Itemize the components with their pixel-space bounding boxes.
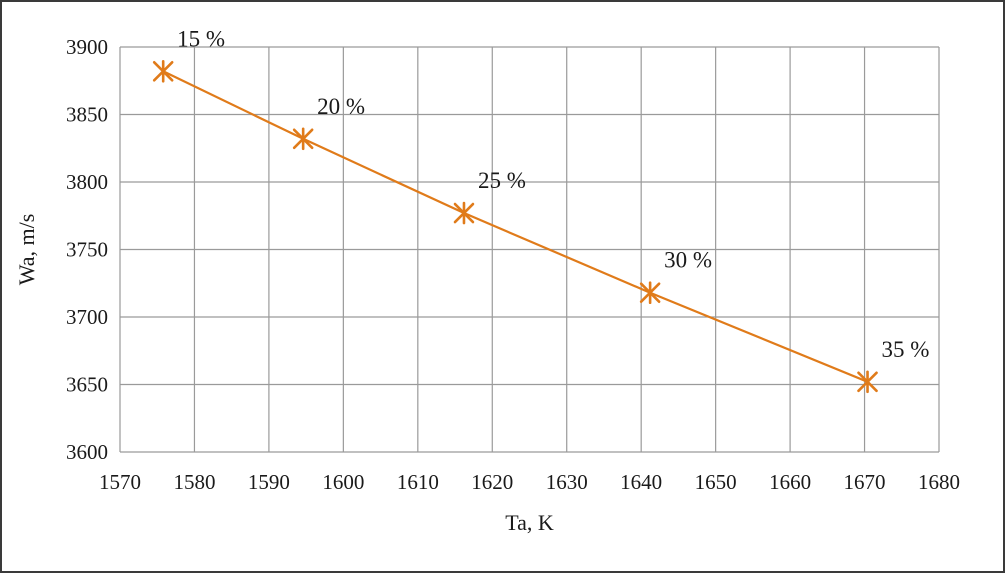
y-tick-label: 3900 xyxy=(66,35,108,59)
data-point-marker xyxy=(639,281,661,305)
x-tick-label: 1650 xyxy=(695,470,737,494)
x-tick-label: 1570 xyxy=(99,470,141,494)
x-tick-label: 1670 xyxy=(844,470,886,494)
x-tick-labels: 1570 1580 1590 1600 1610 1620 1630 1640 1650 1660… xyxy=(99,470,960,494)
data-point-marker xyxy=(453,201,475,225)
x-tick-label: 1640 xyxy=(620,470,662,494)
y-tick-label: 3600 xyxy=(66,440,108,464)
data-point-marker xyxy=(857,370,878,394)
y-tick-label: 3850 xyxy=(66,103,108,127)
data-point-marker xyxy=(152,59,174,83)
y-tick-label: 3800 xyxy=(66,170,108,194)
data-point-marker xyxy=(292,127,314,151)
point-labels: 15 % 20 % 25 % 30 % 35 % xyxy=(177,26,930,362)
x-axis-label: Ta, K xyxy=(505,510,554,535)
y-tick-label: 3700 xyxy=(66,305,108,329)
data-series xyxy=(152,59,878,394)
y-tick-labels: 3600 3650 3700 3750 3800 3850 3900 xyxy=(66,35,108,464)
point-label: 35 % xyxy=(882,337,930,362)
point-label: 20 % xyxy=(317,94,365,119)
grid-lines xyxy=(119,46,940,453)
x-tick-label: 1580 xyxy=(173,470,215,494)
y-tick-label: 3650 xyxy=(66,373,108,397)
x-tick-label: 1620 xyxy=(471,470,513,494)
x-tick-label: 1680 xyxy=(918,470,960,494)
x-tick-label: 1610 xyxy=(397,470,439,494)
x-tick-label: 1590 xyxy=(248,470,290,494)
y-axis-label: Wa, m/s xyxy=(14,214,39,286)
x-tick-label: 1660 xyxy=(769,470,811,494)
point-label: 30 % xyxy=(664,248,712,273)
point-label: 15 % xyxy=(177,26,225,51)
x-tick-label: 1630 xyxy=(546,470,588,494)
y-tick-label: 3750 xyxy=(66,238,108,262)
x-tick-label: 1600 xyxy=(322,470,364,494)
point-label: 25 % xyxy=(478,168,526,193)
